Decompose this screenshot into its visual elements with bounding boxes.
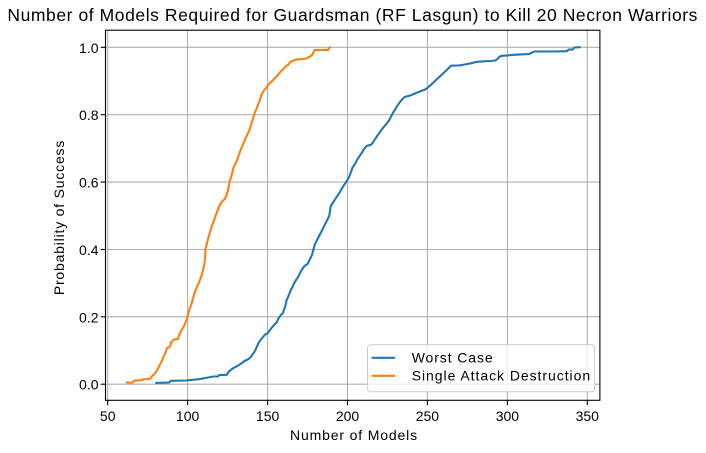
svg-text:0.0: 0.0 <box>79 377 99 393</box>
svg-text:200: 200 <box>336 408 360 424</box>
svg-text:0.6: 0.6 <box>79 175 99 191</box>
svg-text:50: 50 <box>100 408 116 424</box>
svg-text:Probability of Success: Probability of Success <box>51 140 67 295</box>
svg-text:250: 250 <box>416 408 440 424</box>
svg-text:0.8: 0.8 <box>79 107 99 123</box>
svg-text:Number of Models Required for: Number of Models Required for Guardsman … <box>7 5 698 25</box>
svg-text:0.2: 0.2 <box>79 309 99 325</box>
svg-text:Worst Case: Worst Case <box>412 350 494 366</box>
svg-text:350: 350 <box>576 408 600 424</box>
svg-text:Single Attack Destruction: Single Attack Destruction <box>412 368 591 384</box>
svg-text:0.4: 0.4 <box>79 242 99 258</box>
svg-text:300: 300 <box>496 408 520 424</box>
svg-text:Number of Models: Number of Models <box>290 427 418 443</box>
svg-text:100: 100 <box>176 408 200 424</box>
svg-text:1.0: 1.0 <box>79 40 99 56</box>
svg-text:150: 150 <box>256 408 280 424</box>
